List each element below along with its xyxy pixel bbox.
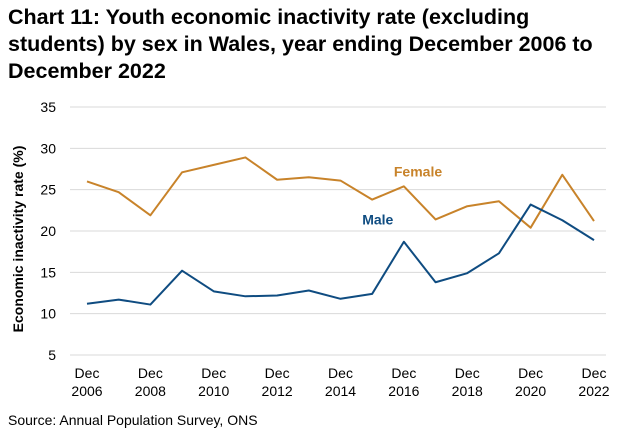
x-tick-label: 2006 [71, 383, 102, 399]
x-tick-label: 2020 [515, 383, 546, 399]
y-axis-label: Economic inactivity rate (%) [10, 146, 26, 333]
series-label-female: Female [394, 163, 442, 179]
x-tick-label: Dec [75, 365, 100, 381]
series-label-male: Male [362, 211, 393, 227]
x-tick-label: Dec [265, 365, 290, 381]
x-tick-label: 2018 [452, 383, 483, 399]
chart-title: Chart 11: Youth economic inactivity rate… [8, 5, 593, 83]
x-tick-label: 2010 [198, 383, 229, 399]
x-tick-label: Dec [582, 365, 607, 381]
chart-source: Source: Annual Population Survey, ONS [8, 412, 258, 428]
y-tick-label: 5 [48, 347, 56, 363]
y-tick-label: 30 [40, 140, 56, 156]
series-line-female [86, 156, 595, 229]
x-tick-label: 2022 [578, 383, 609, 399]
y-tick-label: 10 [40, 306, 56, 322]
x-tick-label: 2008 [135, 383, 166, 399]
x-tick-label: 2014 [325, 383, 356, 399]
y-tick-label: 25 [40, 182, 56, 198]
x-tick-label: Dec [455, 365, 480, 381]
x-tick-label: Dec [328, 365, 353, 381]
series-line-male [86, 203, 595, 306]
x-tick-label: Dec [391, 365, 416, 381]
y-tick-label: 20 [40, 223, 56, 239]
y-tick-label: 15 [40, 264, 56, 280]
x-tick-label: 2012 [262, 383, 293, 399]
x-tick-label: 2016 [388, 383, 419, 399]
x-tick-label: Dec [201, 365, 226, 381]
y-tick-label: 35 [40, 99, 56, 115]
x-tick-label: Dec [138, 365, 163, 381]
x-tick-label: Dec [518, 365, 543, 381]
